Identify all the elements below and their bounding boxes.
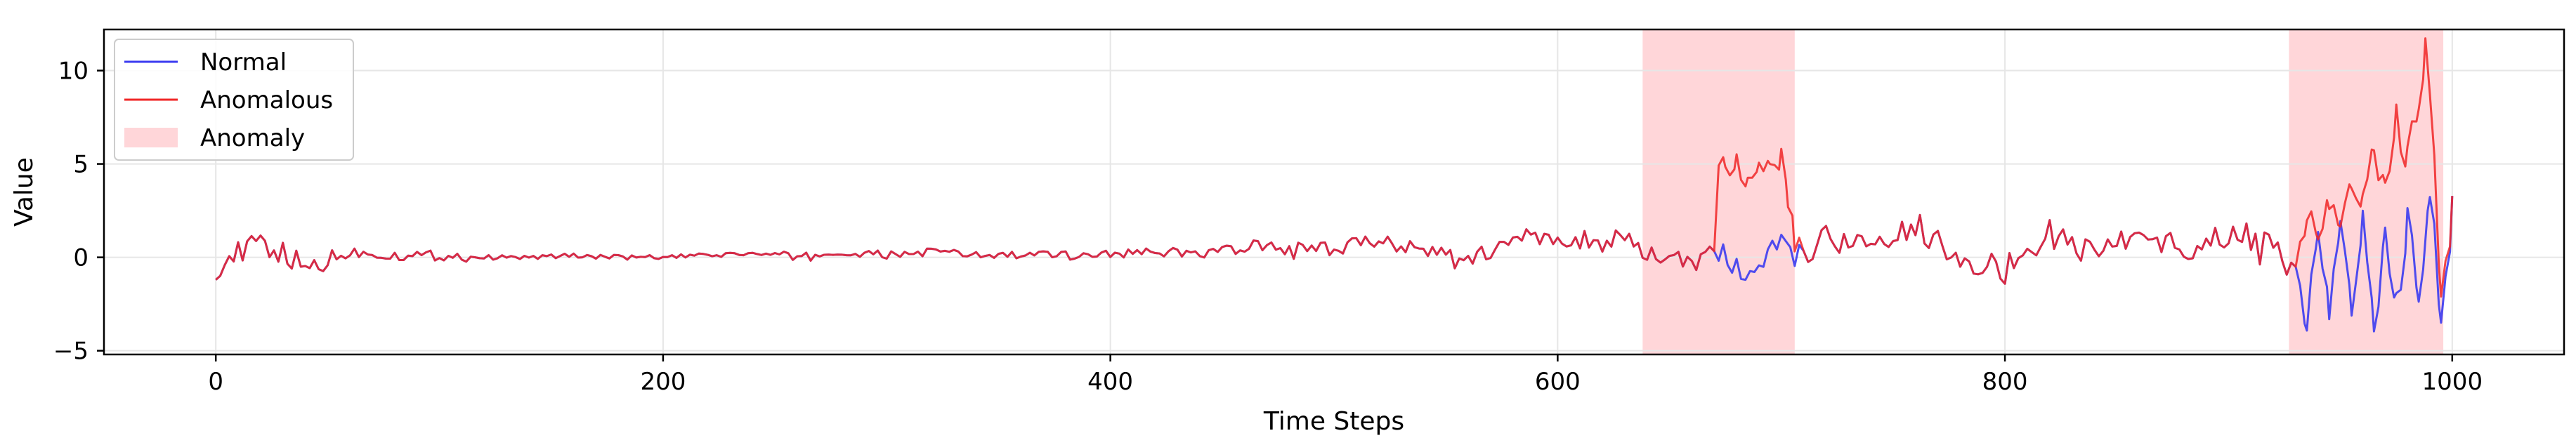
anomaly-region-1 — [2289, 29, 2444, 354]
x-axis-label: Time Steps — [1263, 407, 1404, 436]
x-tick-label-4: 800 — [1982, 368, 2028, 396]
y-tick-label-2: 5 — [73, 151, 89, 179]
y-axis-ticks: −5 0 5 10 — [53, 58, 104, 366]
x-tick-label-0: 0 — [208, 368, 223, 396]
grid-lines — [104, 29, 2564, 354]
legend: Normal Anomalous Anomaly — [114, 39, 354, 161]
anomaly-region-0 — [1642, 29, 1795, 354]
x-tick-label-2: 400 — [1087, 368, 1133, 396]
plot-frame — [103, 28, 2565, 356]
x-tick-label-3: 600 — [1535, 368, 1581, 396]
y-axis-label: Value — [10, 157, 39, 227]
series-line-1 — [215, 37, 2454, 298]
x-tick-label-1: 200 — [640, 368, 686, 396]
legend-label-normal: Normal — [200, 48, 287, 77]
x-tick-label-5: 1000 — [2422, 368, 2483, 396]
anomaly-regions — [1642, 29, 2444, 354]
series-line-0 — [215, 196, 2454, 333]
x-axis-ticks: 0 200 400 600 800 1000 — [208, 354, 2483, 396]
y-tick-label-0: −5 — [53, 338, 89, 366]
legend-swatch-anomaly — [124, 128, 178, 147]
legend-label-anomaly: Anomaly — [200, 124, 305, 152]
series-lines — [215, 37, 2454, 333]
y-tick-label-1: 0 — [73, 244, 89, 272]
legend-label-anomalous: Anomalous — [200, 86, 333, 114]
y-tick-label-3: 10 — [58, 58, 89, 86]
